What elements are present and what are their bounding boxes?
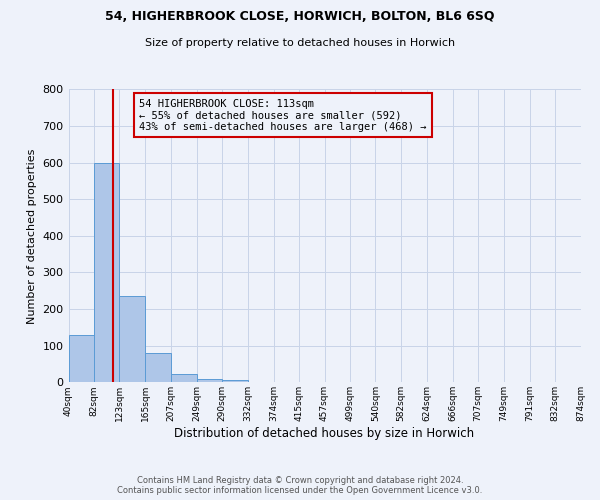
Bar (94, 162, 119, 382)
Text: 54 HIGHERBROOK CLOSE: 113sqm
← 55% of detached houses are smaller (592)
43% of s: 54 HIGHERBROOK CLOSE: 113sqm ← 55% of de… (139, 98, 427, 132)
Bar (145, 353, 171, 382)
Text: Size of property relative to detached houses in Horwich: Size of property relative to detached ho… (145, 38, 455, 48)
Y-axis label: Number of detached properties: Number of detached properties (27, 148, 37, 324)
Text: Contains HM Land Registry data © Crown copyright and database right 2024.
Contai: Contains HM Land Registry data © Crown c… (118, 476, 482, 495)
Bar (119, 296, 145, 382)
X-axis label: Distribution of detached houses by size in Horwich: Distribution of detached houses by size … (175, 427, 475, 440)
Bar (197, 378, 222, 382)
Bar (171, 374, 197, 382)
Bar (222, 380, 248, 382)
Text: 54, HIGHERBROOK CLOSE, HORWICH, BOLTON, BL6 6SQ: 54, HIGHERBROOK CLOSE, HORWICH, BOLTON, … (105, 10, 495, 23)
Bar (68, 334, 94, 382)
